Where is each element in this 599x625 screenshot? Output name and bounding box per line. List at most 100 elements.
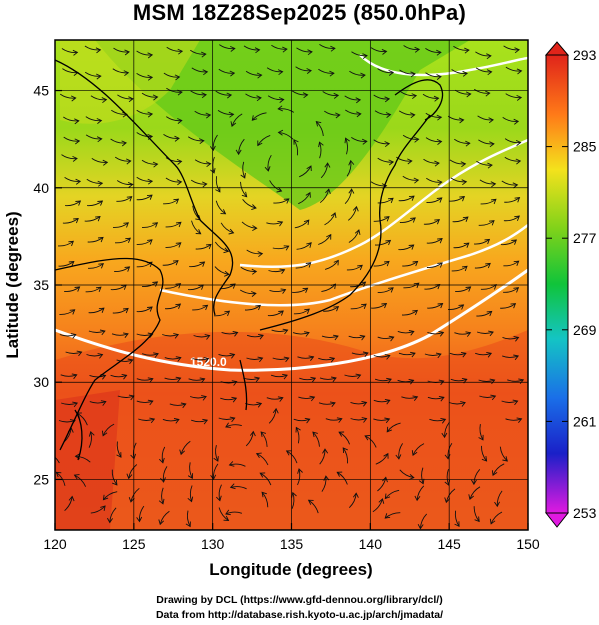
streamline-arrowhead bbox=[462, 216, 469, 222]
streamline bbox=[351, 51, 368, 57]
streamline-arrowhead bbox=[408, 244, 415, 250]
streamline-arrowhead bbox=[209, 145, 216, 152]
streamline bbox=[165, 283, 181, 289]
streamline-arrowhead bbox=[293, 138, 299, 145]
streamline-arrowhead bbox=[175, 221, 182, 228]
streamline-arrowhead bbox=[348, 159, 355, 166]
streamline-arrowhead bbox=[315, 120, 322, 127]
colorbar-label: 253 bbox=[573, 505, 597, 521]
streamline bbox=[116, 180, 133, 186]
streamline bbox=[190, 49, 206, 55]
streamline-arrowhead bbox=[486, 69, 493, 76]
streamline-arrowhead bbox=[147, 399, 154, 406]
streamline bbox=[220, 222, 234, 234]
streamline-arrowhead bbox=[410, 217, 416, 223]
streamline-arrowhead bbox=[116, 452, 122, 458]
streamline bbox=[244, 305, 261, 311]
wind-streamlines bbox=[47, 44, 525, 530]
streamline-arrowhead bbox=[152, 222, 159, 228]
streamline bbox=[86, 354, 103, 357]
streamline-arrowhead bbox=[277, 105, 283, 112]
streamline-arrowhead bbox=[74, 138, 81, 145]
streamline bbox=[165, 221, 182, 228]
streamline bbox=[64, 496, 73, 511]
streamline bbox=[448, 304, 464, 310]
streamline bbox=[478, 139, 494, 145]
streamline bbox=[454, 332, 471, 335]
streamline-arrowhead bbox=[147, 111, 154, 118]
streamline-arrowhead bbox=[175, 303, 182, 309]
streamline bbox=[136, 306, 153, 313]
streamline-arrowhead bbox=[516, 94, 523, 101]
streamline-arrowhead bbox=[454, 521, 460, 528]
streamline-arrowhead bbox=[201, 395, 207, 401]
streamline-arrowhead bbox=[127, 358, 134, 365]
streamline bbox=[449, 352, 467, 356]
streamline-arrowhead bbox=[324, 162, 331, 168]
streamline-arrowhead bbox=[413, 136, 420, 143]
streamline-arrowhead bbox=[458, 117, 465, 124]
streamline-arrowhead bbox=[512, 182, 519, 189]
streamline-arrowhead bbox=[257, 356, 264, 363]
streamline-arrowhead bbox=[112, 479, 118, 486]
colorbar-label: 269 bbox=[573, 322, 597, 338]
streamline bbox=[425, 72, 442, 78]
streamline bbox=[403, 282, 420, 289]
streamline-arrowhead bbox=[329, 70, 335, 77]
streamline bbox=[138, 505, 145, 522]
coastlines bbox=[55, 59, 444, 461]
streamline-arrowhead bbox=[348, 188, 355, 194]
streamline bbox=[213, 310, 230, 317]
streamline-arrowhead bbox=[514, 215, 521, 221]
streamline bbox=[136, 400, 153, 404]
streamline bbox=[191, 220, 201, 235]
streamline bbox=[286, 450, 298, 464]
streamline bbox=[448, 196, 465, 202]
streamline bbox=[165, 157, 182, 163]
streamline-arrowhead bbox=[121, 373, 128, 380]
streamline-arrowhead bbox=[228, 228, 235, 235]
streamline bbox=[245, 70, 262, 76]
streamline bbox=[373, 261, 390, 267]
streamline bbox=[61, 48, 78, 53]
streamline bbox=[399, 69, 416, 75]
streamline bbox=[348, 229, 360, 243]
streamline bbox=[448, 402, 466, 405]
streamline-arrowhead bbox=[187, 496, 194, 503]
x-axis: 120 125 130 135 140 145 150 bbox=[43, 523, 540, 552]
streamline bbox=[231, 113, 243, 127]
streamline-arrowhead bbox=[344, 137, 350, 144]
streamline bbox=[402, 175, 419, 181]
streamline bbox=[427, 396, 445, 400]
streamline-arrowhead bbox=[202, 418, 209, 425]
streamline bbox=[138, 418, 155, 421]
streamline-arrowhead bbox=[153, 352, 159, 358]
streamline-arrowhead bbox=[240, 172, 246, 179]
streamline-arrowhead bbox=[490, 198, 497, 205]
streamline-arrowhead bbox=[47, 452, 52, 457]
streamline bbox=[479, 395, 496, 398]
streamline-arrowhead bbox=[241, 191, 248, 198]
streamline-arrowhead bbox=[335, 112, 341, 119]
streamline-arrowhead bbox=[410, 71, 416, 78]
streamline bbox=[346, 160, 352, 177]
streamline-arrowhead bbox=[75, 178, 82, 185]
streamline bbox=[86, 178, 103, 184]
streamline bbox=[141, 159, 158, 165]
streamline-arrowhead bbox=[516, 417, 523, 423]
streamline-arrowhead bbox=[264, 166, 271, 172]
streamline-arrowhead bbox=[304, 417, 311, 424]
streamline bbox=[246, 249, 263, 255]
streamline-arrowhead bbox=[378, 498, 385, 504]
streamline-arrowhead bbox=[291, 491, 297, 498]
streamline bbox=[469, 486, 481, 500]
streamline bbox=[75, 455, 91, 463]
streamline bbox=[499, 446, 508, 462]
streamline bbox=[324, 110, 340, 116]
streamline bbox=[481, 445, 487, 462]
streamline-arrowhead bbox=[199, 377, 206, 383]
streamline-arrowhead bbox=[411, 93, 418, 100]
streamline-arrowhead bbox=[488, 330, 494, 337]
streamline bbox=[324, 212, 336, 226]
streamline bbox=[297, 468, 301, 486]
